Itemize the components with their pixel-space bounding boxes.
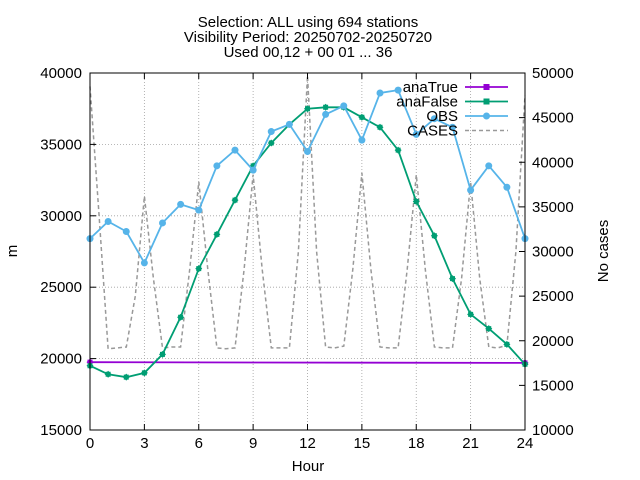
data-point-anafalse: [231, 196, 239, 204]
data-point-obs: [195, 206, 203, 214]
y2-tick-label: 50000: [532, 65, 574, 82]
data-point-obs: [467, 186, 475, 194]
data-point-anafalse: [159, 350, 166, 358]
x-tick-label: 15: [354, 435, 371, 452]
data-point-obs: [231, 146, 239, 154]
data-point-obs: [122, 228, 130, 236]
data-point-anafalse: [322, 103, 330, 111]
series-layer: [86, 75, 529, 381]
data-point-anafalse: [503, 340, 511, 348]
data-point-anafalse: [376, 123, 384, 131]
series-obs: [86, 86, 529, 267]
data-point-obs: [322, 110, 330, 118]
data-point-obs: [449, 123, 456, 131]
x-tick-label: 24: [517, 435, 534, 452]
data-point-obs: [267, 128, 275, 136]
x-tick-label: 12: [299, 435, 316, 452]
x-tick-label: 3: [140, 435, 148, 452]
series-anafalse: [86, 103, 529, 381]
data-point-obs: [430, 115, 438, 123]
legend-label-anatrue: anaTrue: [403, 79, 458, 96]
data-point-obs: [376, 89, 384, 97]
data-point-obs: [412, 130, 420, 138]
data-point-anafalse: [213, 230, 221, 238]
data-point-anafalse: [358, 113, 366, 121]
data-point-obs: [213, 162, 221, 170]
x-tick-label: 18: [408, 435, 425, 452]
y2-tick-label: 20000: [532, 333, 574, 350]
data-point-anafalse: [104, 370, 112, 378]
legend-marker-anafalse: [483, 98, 490, 105]
y2-tick-label: 15000: [532, 377, 574, 394]
data-point-anafalse: [177, 313, 185, 321]
data-point-obs: [358, 136, 366, 144]
y-tick-label: 15000: [40, 422, 82, 439]
x-axis-label: Hour: [292, 458, 325, 475]
data-point-obs: [394, 86, 402, 94]
y2-tick-label: 10000: [532, 422, 574, 439]
legend-label-cases: CASES: [407, 123, 458, 140]
data-point-anafalse: [449, 275, 456, 283]
chart-title-line-2: Visibility Period: 20250702-20250720: [184, 29, 432, 46]
grid-lines: [90, 73, 525, 430]
y2-axis-label: No cases: [595, 220, 612, 283]
x-tick-label: 9: [249, 435, 257, 452]
data-point-anafalse: [485, 325, 493, 333]
chart-title-line-3: Used 00,12 + 00 01 ... 36: [224, 44, 393, 61]
data-point-anafalse: [467, 310, 475, 318]
data-point-anafalse: [195, 265, 203, 273]
legend-label-anafalse: anaFalse: [396, 94, 458, 111]
y2-tick-label: 35000: [532, 199, 574, 216]
data-point-obs: [249, 166, 257, 174]
y2-tick-label: 40000: [532, 154, 574, 171]
data-point-obs: [340, 102, 348, 110]
legend-marker-anatrue: [483, 84, 490, 90]
series-line-anafalse: [89, 106, 526, 379]
data-point-obs: [104, 218, 112, 226]
x-tick-label: 21: [462, 435, 479, 452]
data-point-obs: [285, 120, 293, 128]
y-tick-label: 40000: [40, 65, 82, 82]
data-point-anafalse: [304, 105, 311, 113]
data-point-anafalse: [140, 369, 148, 377]
data-point-obs: [485, 162, 493, 170]
data-point-obs: [159, 219, 166, 227]
y2-tick-label: 45000: [532, 110, 574, 127]
x-tick-label: 6: [195, 435, 203, 452]
y-tick-label: 25000: [40, 279, 82, 296]
y-tick-label: 20000: [40, 351, 82, 368]
data-point-obs: [503, 183, 511, 191]
y-tick-label: 35000: [40, 136, 82, 153]
legend-marker-obs: [483, 112, 490, 120]
series-line-obs: [89, 89, 526, 265]
data-point-anafalse: [267, 139, 275, 147]
data-point-obs: [304, 148, 311, 156]
x-tick-label: 0: [86, 435, 94, 452]
series-line-anatrue: [89, 361, 526, 364]
y-tick-label: 30000: [40, 208, 82, 225]
data-point-anafalse: [412, 198, 420, 206]
data-point-obs: [140, 259, 148, 267]
y2-tick-label: 25000: [532, 288, 574, 305]
data-point-anafalse: [430, 232, 438, 240]
y-axis-label: m: [4, 245, 21, 258]
legend-label-obs: OBS: [426, 108, 458, 125]
data-point-obs: [177, 200, 185, 208]
chart-title-line-1: Selection: ALL using 694 stations: [198, 14, 418, 31]
data-point-anafalse: [394, 146, 402, 154]
y2-tick-label: 30000: [532, 244, 574, 261]
axis-ticks: 0 3 6 9 12 15 18 21 24 15000 20000 25000 30000 35000 4…: [40, 65, 573, 452]
data-point-anafalse: [122, 373, 130, 381]
